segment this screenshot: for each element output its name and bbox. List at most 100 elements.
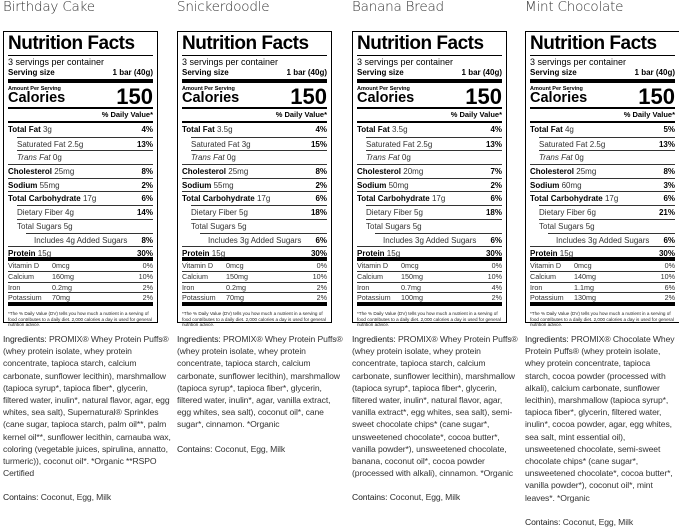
- nutrient-label: Added Sugars: [76, 235, 128, 245]
- contains-label: Contains:: [352, 492, 388, 503]
- nutrient-dv: 8%: [315, 167, 327, 177]
- nutrient-label: Trans Fat: [17, 153, 51, 163]
- nutrient-amount: 160mg: [52, 272, 74, 282]
- nutrient-amount: 100mg: [401, 293, 423, 303]
- nutrient-amount: 130mg: [574, 293, 596, 303]
- ingredients-text: PROMIX® Whey Protein Puffs® (whey protei…: [3, 334, 171, 479]
- nutrient-amount: 15g: [559, 249, 574, 259]
- serving-size-value: 1 bar (40g): [634, 68, 675, 77]
- nutrient-label: Potassium: [530, 293, 564, 303]
- nutrient-amount: 3.5g: [216, 125, 233, 134]
- nutrient-amount: 4g: [564, 125, 574, 134]
- total-carbohydrate-row: Total Carbohydrate 17g 6%: [530, 191, 675, 205]
- trans-fat-row: Trans Fat 0g: [191, 150, 327, 164]
- protein-row: Protein 15g 30%: [182, 246, 327, 262]
- servings-per-container: 3 servings per container: [182, 57, 279, 67]
- flavor-title: Banana Bread: [352, 0, 444, 15]
- nutrient-label: Iron: [8, 282, 21, 292]
- nutrient-dv: 6%: [663, 194, 675, 204]
- nutrient-label: Total Fat: [8, 125, 41, 134]
- contains-text: Coconut, Egg, Milk: [40, 492, 112, 503]
- sodium-row: Sodium 50mg 2%: [357, 177, 502, 192]
- dietary-fiber-row: Dietary Fiber 6g 21%: [539, 205, 675, 219]
- serving-size-label: Serving size: [182, 68, 229, 77]
- nutrient-amount: 0mcg: [401, 261, 419, 271]
- contains-text: Coconut, Egg, Milk: [389, 492, 461, 503]
- nutrition-facts-heading: Nutrition Facts: [182, 33, 327, 56]
- nutrient-label: Saturated Fat: [366, 139, 415, 149]
- includes-label: Includes: [208, 235, 238, 245]
- includes-label: Includes: [556, 235, 586, 245]
- nutrient-label: Total Fat: [182, 125, 215, 134]
- nutrition-facts-heading: Nutrition Facts: [530, 33, 675, 56]
- nutrient-amount: 15g: [37, 249, 52, 259]
- nutrient-amount: 25mg: [576, 167, 597, 177]
- nutrient-amount: 0.2mg: [52, 282, 72, 292]
- contains-label: Contains:: [525, 516, 561, 527]
- amount-per-serving: Amount Per Serving: [357, 86, 410, 92]
- nutrient-amount: 50mg: [388, 180, 409, 190]
- potassium-row: Potassium 100mg 2%: [357, 292, 502, 302]
- nutrient-label: Cholesterol: [530, 167, 575, 177]
- cholesterol-row: Cholesterol 25mg 8%: [182, 164, 327, 178]
- nutrient-label: Sodium: [8, 180, 38, 190]
- nutrient-label: Saturated Fat: [17, 139, 66, 149]
- nutrient-label: Vitamin D: [357, 261, 389, 271]
- cholesterol-row: Cholesterol 20mg 7%: [357, 164, 502, 178]
- nutrient-dv: 30%: [485, 249, 502, 259]
- total-fat-row: Total Fat 3g 4%: [8, 123, 153, 137]
- nutrient-label: Cholesterol: [357, 167, 402, 177]
- nutrient-label: Dietary Fiber: [366, 208, 412, 218]
- nutrient-label: Dietary Fiber: [539, 208, 585, 218]
- nutrient-label: Potassium: [182, 293, 216, 303]
- calories-label: Calories: [357, 90, 415, 106]
- added-sugars-row: Includes 3g Added Sugars 6%: [200, 232, 327, 247]
- nutrient-amount: 15g: [211, 249, 226, 259]
- trans-fat-row: Trans Fat 0g: [17, 150, 153, 164]
- nutrient-dv: 13%: [485, 139, 502, 149]
- vitamin-d-row: Vitamin D 0mcg 0%: [530, 261, 675, 271]
- nutrient-dv: 6%: [663, 235, 675, 245]
- nutrient-dv: 6%: [664, 282, 675, 292]
- protein-row: Protein 15g 30%: [530, 246, 675, 262]
- nutrient-amount: 150mg: [226, 272, 248, 282]
- nutrient-label: Potassium: [8, 293, 42, 303]
- ingredients-text: PROMIX® Whey Protein Puffs® (whey protei…: [177, 334, 343, 430]
- nutrient-amount: 3.5g: [391, 125, 408, 134]
- flavor-title: Mint Chocolate: [525, 0, 624, 15]
- calories-value: 150: [638, 84, 675, 109]
- nutrient-dv: 6%: [315, 194, 327, 204]
- serving-size-label: Serving size: [530, 68, 577, 77]
- nutrient-label: Total Fat: [530, 125, 563, 134]
- nutrient-label: Sodium: [357, 180, 387, 190]
- sodium-row: Sodium 55mg 2%: [8, 177, 153, 192]
- ingredients-block: Ingredients: PROMIX® Whey Protein Puffs®…: [177, 333, 345, 455]
- nutrient-dv: 2%: [664, 293, 675, 303]
- nutrient-amount: 5g: [585, 221, 595, 231]
- nutrient-dv: 30%: [136, 249, 153, 259]
- nutrient-label: Vitamin D: [182, 261, 214, 271]
- nutrient-amount: 140mg: [574, 272, 596, 282]
- nutrient-label: Total Sugars: [17, 221, 62, 231]
- contains-label: Contains:: [3, 492, 39, 503]
- total-carbohydrate-row: Total Carbohydrate 17g 6%: [8, 191, 153, 205]
- nutrient-amount: 6g: [587, 208, 596, 218]
- nutrient-label: Total Sugars: [366, 221, 411, 231]
- nutrition-facts-heading: Nutrition Facts: [357, 33, 502, 56]
- nutrient-dv: 8%: [141, 167, 153, 177]
- calories-label: Calories: [530, 90, 588, 106]
- daily-value-header: % Daily Value*: [182, 109, 327, 123]
- calcium-row: Calcium 160mg 10%: [8, 271, 153, 281]
- flavor-title: Birthday Cake: [3, 0, 95, 15]
- nutrient-dv: 10%: [487, 272, 502, 282]
- ingredients: Ingredients: PROMIX® Whey Protein Puffs®…: [177, 333, 345, 431]
- nutrient-label: Added Sugars: [250, 235, 302, 245]
- allergens: Contains: Coconut, Egg, Milk: [177, 443, 345, 455]
- amount-per-serving: Amount Per Serving: [530, 86, 583, 92]
- vitamin-d-row: Vitamin D 0mcg 0%: [357, 261, 502, 271]
- nutrient-amount: 25mg: [228, 167, 249, 177]
- added-sugars-row: Includes 3g Added Sugars 6%: [375, 232, 502, 247]
- ingredients-text: PROMIX® Whey Protein Puffs® (whey protei…: [352, 334, 518, 479]
- nutrient-label: Iron: [530, 282, 543, 292]
- potassium-row: Potassium 70mg 2%: [182, 292, 327, 302]
